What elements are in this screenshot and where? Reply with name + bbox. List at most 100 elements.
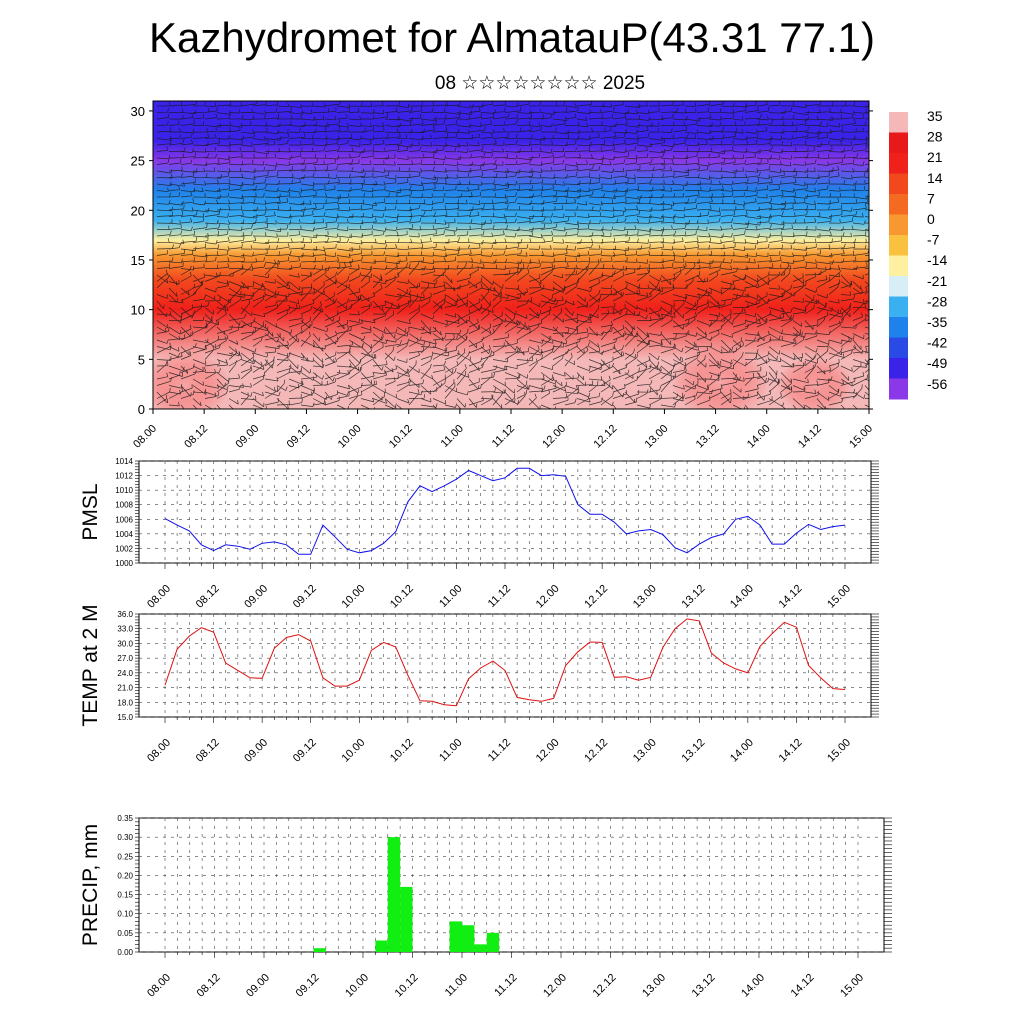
y-tick-label: 1012 — [115, 472, 133, 481]
x-tick-label: 12.12 — [591, 423, 619, 451]
y-tick-label: 0.25 — [117, 852, 133, 861]
y-tick-label: 1014 — [115, 457, 133, 466]
colorbar-swatch — [889, 153, 908, 174]
x-tick-label: 08.00 — [145, 972, 173, 1000]
precip-bar — [474, 944, 487, 952]
x-tick-label: 14.12 — [777, 583, 805, 611]
y-tick-label: 5 — [138, 352, 145, 367]
y-tick-label: 33.0 — [117, 625, 133, 634]
x-tick-label: 09.00 — [233, 423, 261, 451]
y-tick-label: 30.0 — [117, 639, 133, 648]
colorbar-label: 21 — [927, 149, 943, 165]
colorbar-swatch — [889, 276, 908, 297]
x-tick-label: 08.12 — [194, 737, 222, 765]
y-axis-title: PRECIP, mm — [79, 824, 102, 946]
colorbar-swatch — [889, 132, 908, 154]
colorbar-label: 14 — [927, 170, 943, 186]
x-tick-label: 13.12 — [679, 583, 707, 611]
x-tick-label: 14.00 — [745, 423, 773, 451]
y-tick-label: 0.10 — [117, 910, 133, 919]
x-tick-label: 09.00 — [242, 583, 270, 611]
x-tick-label: 12.00 — [534, 583, 562, 611]
x-tick-label: 14.12 — [789, 972, 817, 1000]
x-tick-label: 09.12 — [294, 972, 322, 1000]
grid-lines — [139, 613, 871, 718]
precip-bar — [375, 940, 388, 952]
x-tick-label: 14.00 — [728, 737, 756, 765]
precip-bar — [486, 932, 500, 952]
precip-bar — [449, 921, 462, 952]
colorbar-swatch — [889, 358, 908, 379]
x-tick-label: 10.12 — [387, 423, 415, 451]
x-tick-label: 10.12 — [388, 583, 416, 611]
colorbar-label: -7 — [927, 232, 940, 248]
x-tick-label: 09.00 — [242, 737, 270, 765]
x-tick-label: 11.12 — [486, 737, 513, 764]
y-tick-label: 0 — [138, 402, 145, 417]
pmsl-panel: 1014 1012 1010 1008 1006 1004 1002 1000 08.00 08.… — [79, 457, 879, 611]
x-tick-label: 11.00 — [443, 972, 470, 999]
y-tick-label: 10 — [131, 303, 145, 318]
y-tick-label: 0.05 — [117, 929, 133, 938]
precip-bar — [313, 948, 326, 952]
y-tick-label: 1006 — [115, 515, 133, 524]
colorbar-swatch — [889, 337, 908, 359]
precip-panel: 0.35 0.30 0.25 0.20 0.15 0.10 0.05 0.00 08.00 08.… — [79, 814, 892, 1000]
hotspot — [153, 351, 230, 409]
x-tick-label: 08.12 — [194, 583, 222, 611]
colorbar-label: 35 — [927, 108, 943, 124]
y-tick-label: 20 — [131, 203, 145, 218]
y-tick-label: 1008 — [115, 501, 133, 510]
precip-bar — [387, 837, 401, 952]
y-axis-title: TEMP at 2 M — [79, 604, 102, 726]
x-tick-label: 13.00 — [631, 737, 659, 765]
x-tick-label: 14.12 — [796, 423, 824, 451]
colorbar-swatch — [889, 235, 908, 256]
colorbar-swatch — [889, 194, 908, 215]
y-tick-label: 0.00 — [117, 948, 133, 957]
x-tick-label: 10.00 — [339, 583, 367, 611]
y-tick-label: 36.0 — [117, 610, 133, 619]
y-tick-label: 24.0 — [117, 669, 133, 678]
x-tick-label: 09.12 — [285, 423, 313, 451]
wind-barb-paths — [156, 101, 869, 409]
x-tick-label: 12.00 — [541, 972, 569, 1000]
vertical-section-panel: 0 5 10 15 20 25 30 08.00 08.12 09.00 09.12 10.00 10.… — [131, 100, 875, 451]
temperature-colorbar: 35 28 21 14 7 0 -7 -14 -21 -28 -35 -42 -49 -56 — [889, 108, 947, 400]
x-tick-label: 10.00 — [336, 423, 364, 451]
colorbar-label: -21 — [927, 273, 947, 289]
x-tick-label: 08.12 — [195, 972, 223, 1000]
wind-barbs — [156, 101, 869, 409]
x-tick-label: 15.00 — [825, 737, 853, 765]
x-tick-label: 14.00 — [728, 583, 756, 611]
x-tick-label: 09.00 — [244, 972, 272, 1000]
y-tick-label: 27.0 — [117, 654, 133, 663]
colorbar-label: 7 — [927, 190, 935, 206]
colorbar-label: -49 — [927, 355, 947, 371]
temp-2m-panel: 36.0 33.0 30.0 27.0 24.0 21.0 18.0 15.0 08.00 08.… — [79, 604, 879, 765]
x-tick-label: 11.00 — [437, 737, 464, 764]
x-tick-label: 09.12 — [291, 583, 319, 611]
y-tick-label: 0.35 — [117, 814, 133, 823]
colorbar-swatch — [889, 378, 908, 400]
x-tick-label: 11.12 — [492, 972, 519, 999]
x-tick-label: 12.12 — [582, 583, 610, 611]
x-tick-label: 15.00 — [838, 972, 866, 1000]
colorbar-label: -35 — [927, 314, 947, 330]
y-tick-label: 18.0 — [117, 698, 133, 707]
y-tick-label: 0.20 — [117, 871, 133, 880]
x-tick-label: 12.00 — [540, 423, 568, 451]
x-tick-label: 10.00 — [343, 972, 371, 1000]
colorbar-label: -14 — [927, 252, 947, 268]
y-axis-title: PMSL — [79, 483, 102, 540]
grid-lines — [139, 817, 884, 953]
y-tick-label: 1000 — [115, 559, 133, 568]
chart-title: Kazhydromet for AlmatauP(43.31 77.1) — [148, 14, 876, 61]
colorbar-swatch — [889, 214, 908, 236]
x-tick-label: 11.12 — [490, 423, 517, 450]
x-tick-label: 12.12 — [591, 972, 619, 1000]
x-tick-label: 08.00 — [145, 583, 173, 611]
y-tick-label: 1010 — [115, 486, 133, 495]
x-tick-label: 13.12 — [690, 972, 718, 1000]
